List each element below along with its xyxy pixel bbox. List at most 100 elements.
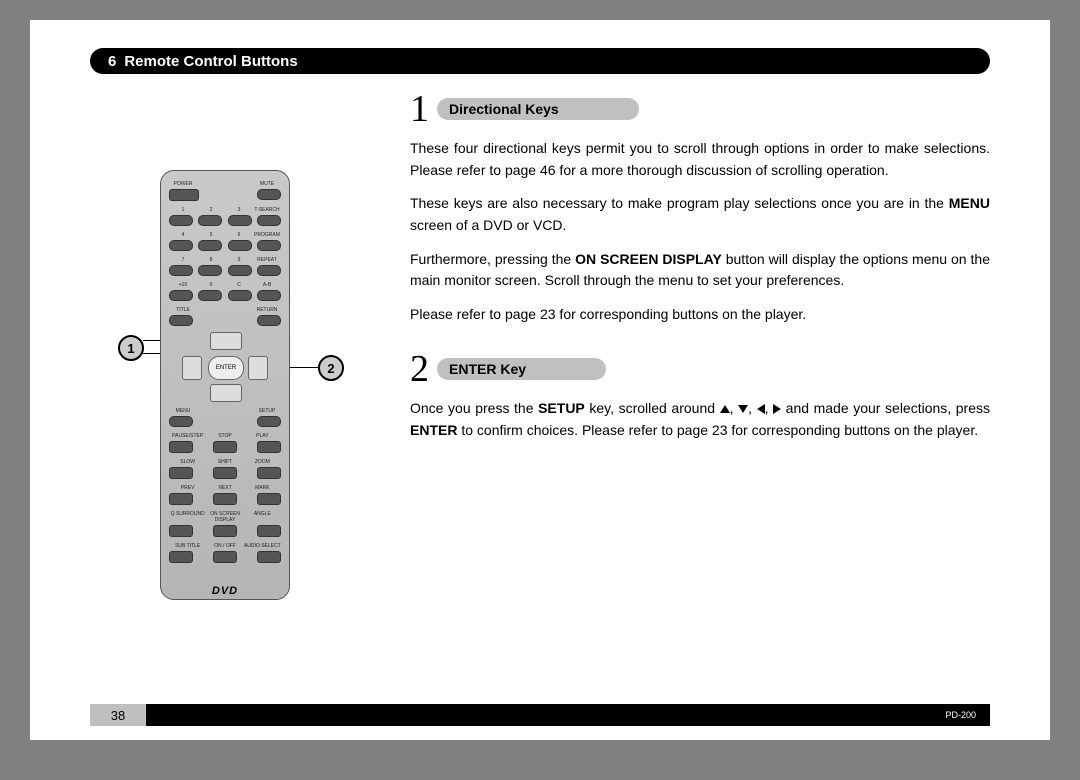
remote-button	[257, 525, 281, 537]
remote-button	[257, 240, 281, 251]
remote-button	[213, 493, 237, 505]
remote-button	[169, 493, 193, 505]
dvd-logo: DVD	[169, 585, 281, 597]
remote-button	[198, 290, 222, 301]
page-number: 38	[90, 704, 146, 726]
remote-label: RETURN	[253, 307, 281, 313]
section-title: Remote Control Buttons	[124, 53, 297, 70]
content-area: 1 2 POWERMUTE 123T-SEARCH 456PROGRAM 789…	[90, 90, 990, 680]
remote-label: 3	[225, 207, 253, 213]
subsection-body: These four directional keys permit you t…	[410, 138, 990, 326]
remote-label: REPEAT	[253, 257, 281, 263]
paragraph: These keys are also necessary to make pr…	[410, 193, 990, 236]
remote-button	[213, 441, 237, 453]
remote-button	[169, 441, 193, 453]
remote-button	[198, 240, 222, 251]
text-column: 1 Directional Keys These four directiona…	[390, 90, 990, 680]
paragraph: Once you press the SETUP key, scrolled a…	[410, 398, 990, 441]
remote-label: 2	[197, 207, 225, 213]
remote-button	[169, 467, 193, 479]
remote-body: POWERMUTE 123T-SEARCH 456PROGRAM 789REPE…	[160, 170, 290, 600]
remote-button	[257, 265, 281, 276]
remote-label: SUB TITLE	[169, 543, 206, 549]
paragraph: These four directional keys permit you t…	[410, 138, 990, 181]
remote-button	[169, 215, 193, 226]
section-header: 6 Remote Control Buttons	[90, 48, 990, 74]
remote-label: STOP	[206, 433, 243, 439]
subsection-number: 1	[410, 90, 429, 128]
remote-button	[228, 215, 252, 226]
remote-button	[169, 189, 199, 201]
subsection-header: 2 ENTER Key	[410, 350, 990, 388]
remote-label: 7	[169, 257, 197, 263]
remote-button	[228, 240, 252, 251]
remote-label: 0	[197, 282, 225, 288]
remote-button	[228, 290, 252, 301]
remote-label: 8	[197, 257, 225, 263]
remote-label: ZOOM	[244, 459, 281, 465]
remote-label: 1	[169, 207, 197, 213]
arrow-left-icon	[757, 404, 765, 414]
remote-dpad: ENTER	[180, 332, 270, 402]
remote-label: PREV	[169, 485, 206, 491]
remote-button	[169, 265, 193, 276]
callout-badge-1: 1	[118, 335, 144, 361]
arrow-up-icon	[720, 405, 730, 413]
remote-button	[198, 265, 222, 276]
remote-label: MARK	[244, 485, 281, 491]
remote-button	[257, 467, 281, 479]
callout-badge-2: 2	[318, 355, 344, 381]
remote-label: A-B	[253, 282, 281, 288]
remote-label: PLAY	[244, 433, 281, 439]
remote-button	[169, 240, 193, 251]
subsection-header: 1 Directional Keys	[410, 90, 990, 128]
remote-label: TITLE	[169, 307, 197, 313]
remote-label: +10	[169, 282, 197, 288]
remote-button	[213, 551, 237, 563]
remote-label: ON / OFF	[206, 543, 243, 549]
dpad-enter: ENTER	[208, 356, 244, 380]
dpad-down	[210, 384, 242, 402]
remote-label: PAUSE/STEP	[169, 433, 206, 439]
remote-label: 6	[225, 232, 253, 238]
remote-label: 4	[169, 232, 197, 238]
dpad-right	[248, 356, 268, 380]
arrow-down-icon	[738, 405, 748, 413]
remote-label: 5	[197, 232, 225, 238]
model-number: PD-200	[945, 710, 990, 720]
dpad-left	[182, 356, 202, 380]
remote-button	[257, 315, 281, 326]
remote-label: C	[225, 282, 253, 288]
remote-label: AUDIO SELECT	[244, 543, 281, 549]
remote-button	[213, 467, 237, 479]
remote-button	[228, 265, 252, 276]
remote-label: 9	[225, 257, 253, 263]
dpad-up	[210, 332, 242, 350]
remote-label: NEXT	[206, 485, 243, 491]
remote-diagram: POWERMUTE 123T-SEARCH 456PROGRAM 789REPE…	[160, 170, 290, 600]
remote-label: SLOW	[169, 459, 206, 465]
paragraph: Furthermore, pressing the ON SCREEN DISP…	[410, 249, 990, 292]
remote-label: ANGLE	[244, 511, 281, 523]
remote-button	[257, 290, 281, 301]
remote-button	[213, 525, 237, 537]
remote-button	[257, 189, 281, 200]
remote-button	[169, 290, 193, 301]
manual-page: 6 Remote Control Buttons 1 2 POWER MUTE 1…	[30, 20, 1050, 740]
remote-button	[257, 441, 281, 453]
remote-label: PROGRAM	[253, 232, 281, 238]
remote-label: MUTE	[253, 181, 281, 187]
subsection-title: Directional Keys	[437, 98, 639, 120]
remote-label: POWER	[169, 181, 197, 187]
section-1: 1 Directional Keys These four directiona…	[410, 90, 990, 326]
subsection-title: ENTER Key	[437, 358, 606, 380]
section-2: 2 ENTER Key Once you press the SETUP key…	[410, 350, 990, 441]
remote-label: MENU	[169, 408, 197, 414]
remote-label: SETUP	[253, 408, 281, 414]
remote-label: SHIFT	[206, 459, 243, 465]
arrow-right-icon	[773, 404, 781, 414]
remote-button	[257, 551, 281, 563]
diagram-column: 1 2 POWERMUTE 123T-SEARCH 456PROGRAM 789…	[90, 90, 390, 680]
remote-button	[169, 416, 193, 427]
remote-button	[169, 525, 193, 537]
